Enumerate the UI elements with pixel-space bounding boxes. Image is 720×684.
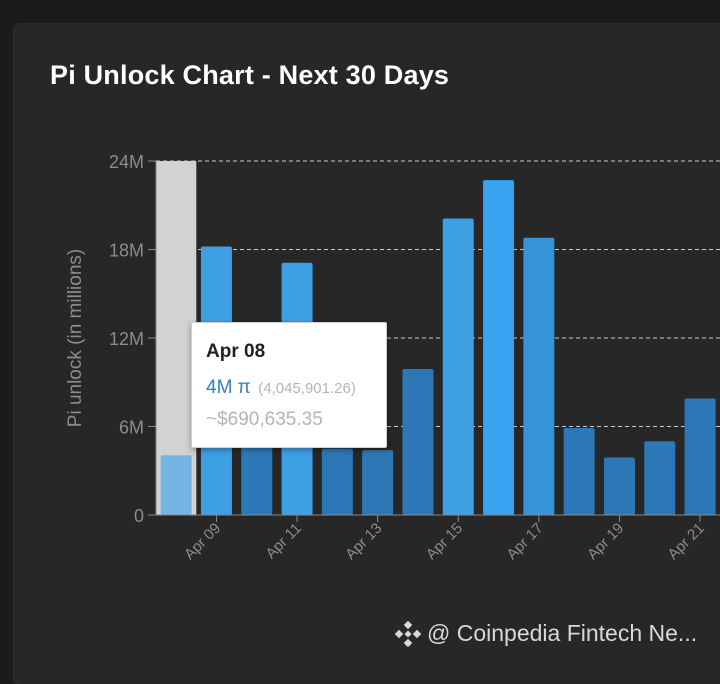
bar[interactable] xyxy=(362,450,394,515)
x-tick-label: Apr 21 xyxy=(665,520,708,563)
x-tick-labels: Apr 09 Apr 11 Apr 13 Apr 15 Apr 17 Apr 19 Apr … xyxy=(181,515,708,563)
tooltip-date: Apr 08 xyxy=(206,341,266,362)
y-axis-label: Pi unlock (in millions) xyxy=(65,249,86,427)
bar[interactable] xyxy=(442,218,474,515)
axes xyxy=(155,161,720,516)
y-tick-label: 12M xyxy=(109,329,144,349)
bar[interactable] xyxy=(603,457,635,515)
tooltip-amount: 4M π xyxy=(206,377,251,398)
x-tick-label: Apr 17 xyxy=(503,520,546,563)
chart-title: Pi Unlock Chart - Next 30 Days xyxy=(50,60,450,90)
binance-diamond-icon xyxy=(395,620,421,647)
tooltip-exact-amount: (4,045,901.26) xyxy=(258,380,356,397)
x-tick-label: Apr 19 xyxy=(584,520,627,563)
tooltip: Apr 08 4M π (4,045,901.26) ~$690,635.35 xyxy=(191,322,387,448)
x-tick-label: Apr 11 xyxy=(262,520,304,562)
bar[interactable] xyxy=(241,426,273,516)
bar[interactable] xyxy=(523,237,555,515)
y-tick-label: 0 xyxy=(134,506,144,526)
tooltip-usd-value: ~$690,635.35 xyxy=(206,409,323,430)
y-tick-label: 6M xyxy=(119,418,144,438)
x-tick-label: Apr 13 xyxy=(342,520,385,563)
bars xyxy=(160,180,716,516)
bar[interactable] xyxy=(483,180,515,516)
x-tick-label: Apr 15 xyxy=(423,520,466,563)
y-tick-label: 24M xyxy=(109,152,144,172)
watermark: @ Coinpedia Fintech Ne... xyxy=(395,620,697,647)
bar[interactable] xyxy=(563,427,595,515)
x-tick-label: Apr 09 xyxy=(181,520,224,563)
bar[interactable] xyxy=(402,368,434,515)
watermark-text: @ Coinpedia Fintech Ne... xyxy=(427,620,698,646)
bar[interactable] xyxy=(321,448,353,515)
bar[interactable] xyxy=(160,455,192,515)
y-tick-label: 18M xyxy=(109,241,144,261)
y-tick-labels: 0 6M 12M 18M 24M xyxy=(109,152,144,526)
bar[interactable] xyxy=(684,398,716,515)
bar[interactable] xyxy=(644,441,676,515)
